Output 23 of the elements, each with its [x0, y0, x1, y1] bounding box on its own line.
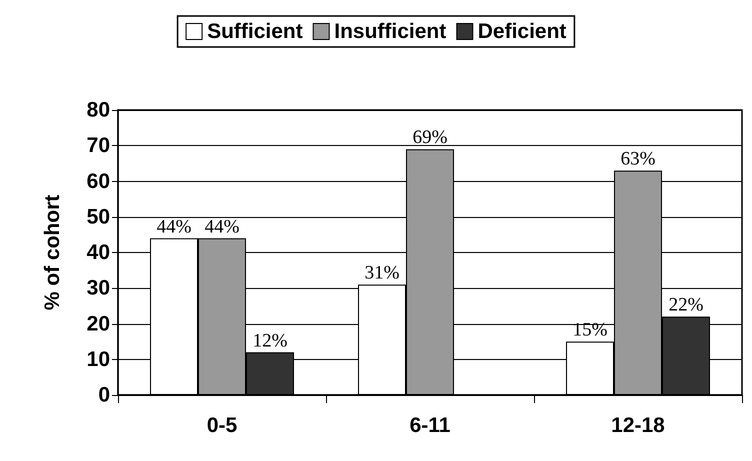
legend-label: Insufficient	[334, 20, 446, 43]
data-label: 22%	[668, 294, 704, 316]
y-tick-label: 50	[86, 205, 110, 228]
x-tick-label: 6-11	[410, 414, 451, 437]
x-tick-label: 0-5	[206, 414, 238, 437]
y-tick-label: 30	[86, 276, 110, 300]
y-tick-label: 10	[86, 348, 110, 371]
y-tick-label: 20	[86, 312, 110, 336]
y-tick-label: 80	[86, 98, 110, 122]
y-tick-label: 0	[98, 384, 110, 406]
y-axis-title: % of cohort	[41, 194, 64, 310]
x-tick-label: 12-18	[611, 414, 666, 437]
data-label: 44%	[156, 216, 192, 238]
data-label: 63%	[620, 148, 656, 170]
data-label: 31%	[364, 262, 400, 284]
legend-label: Sufficient	[207, 20, 303, 43]
legend-label: Deficient	[478, 20, 566, 43]
y-tick-label: 60	[86, 170, 110, 193]
y-tick-label: 70	[86, 134, 110, 158]
data-label: 44%	[204, 216, 240, 238]
data-label: 69%	[412, 127, 448, 148]
y-tick-label: 40	[86, 241, 110, 264]
data-label: 12%	[252, 330, 288, 352]
